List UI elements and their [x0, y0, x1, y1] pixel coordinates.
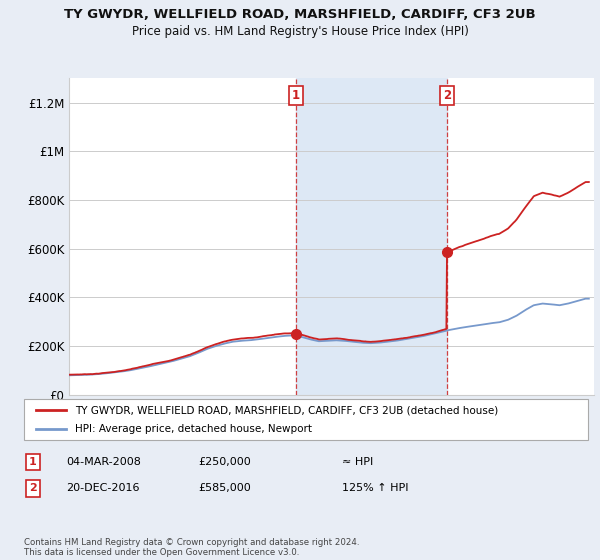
Text: TY GWYDR, WELLFIELD ROAD, MARSHFIELD, CARDIFF, CF3 2UB: TY GWYDR, WELLFIELD ROAD, MARSHFIELD, CA…	[64, 8, 536, 21]
Text: 125% ↑ HPI: 125% ↑ HPI	[342, 483, 409, 493]
Text: Contains HM Land Registry data © Crown copyright and database right 2024.
This d: Contains HM Land Registry data © Crown c…	[24, 538, 359, 557]
Text: Price paid vs. HM Land Registry's House Price Index (HPI): Price paid vs. HM Land Registry's House …	[131, 25, 469, 38]
Text: TY GWYDR, WELLFIELD ROAD, MARSHFIELD, CARDIFF, CF3 2UB (detached house): TY GWYDR, WELLFIELD ROAD, MARSHFIELD, CA…	[75, 405, 498, 415]
Bar	[296, 78, 447, 395]
Text: 1: 1	[292, 89, 300, 102]
Text: 04-MAR-2008: 04-MAR-2008	[66, 457, 141, 467]
Text: 2: 2	[29, 483, 37, 493]
Text: 2: 2	[443, 89, 451, 102]
Text: 20-DEC-2016: 20-DEC-2016	[66, 483, 139, 493]
Text: £585,000: £585,000	[198, 483, 251, 493]
Text: £250,000: £250,000	[198, 457, 251, 467]
Text: ≈ HPI: ≈ HPI	[342, 457, 373, 467]
Text: HPI: Average price, detached house, Newport: HPI: Average price, detached house, Newp…	[75, 424, 312, 433]
Text: 1: 1	[29, 457, 37, 467]
